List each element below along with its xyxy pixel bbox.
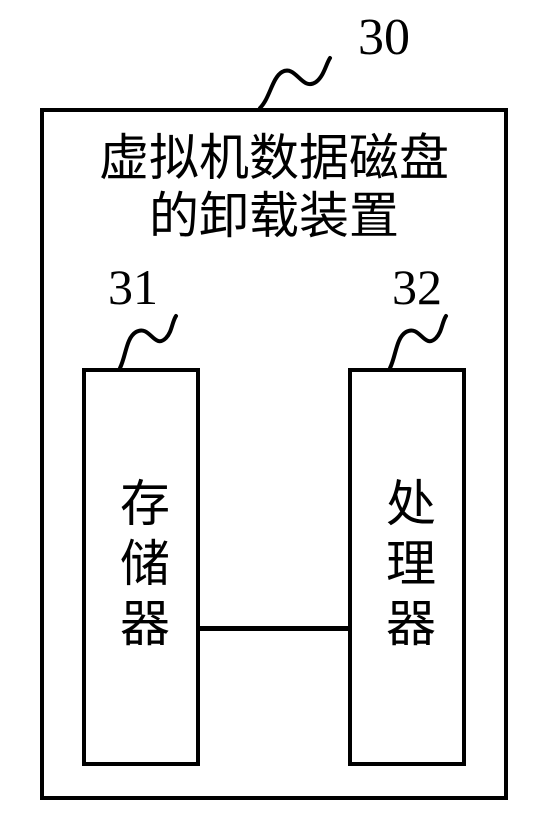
- left-box-text: 存储器: [116, 477, 166, 657]
- main-label: 30: [358, 8, 410, 67]
- right-box-text: 处理器: [382, 477, 432, 657]
- main-title-line2: 的卸载装置: [149, 188, 399, 244]
- connector-line: [200, 626, 348, 631]
- right-squiggle: [390, 316, 450, 372]
- left-squiggle: [120, 316, 180, 372]
- right-box: 处理器: [348, 368, 466, 766]
- left-label: 31: [108, 258, 158, 316]
- right-label: 32: [392, 258, 442, 316]
- main-title: 虚拟机数据磁盘 的卸载装置: [44, 130, 504, 245]
- main-title-line1: 虚拟机数据磁盘: [99, 130, 449, 186]
- left-box: 存储器: [82, 368, 200, 766]
